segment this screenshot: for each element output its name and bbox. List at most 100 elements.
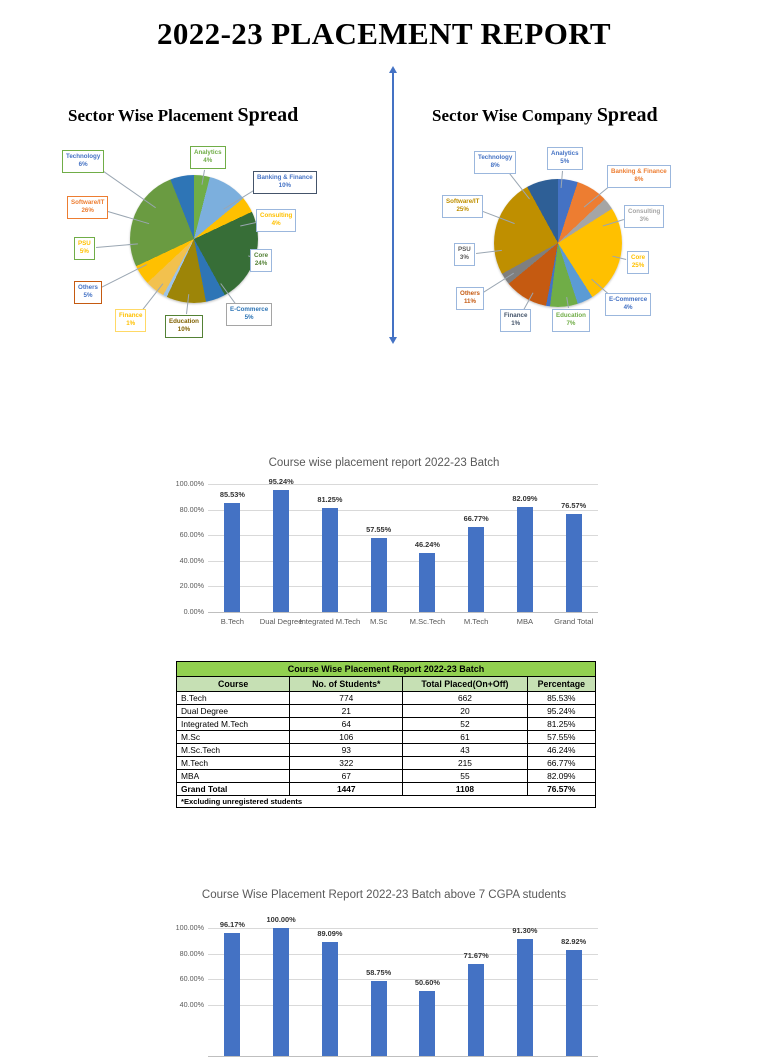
pie-2-label-education: Education 7% (552, 309, 590, 332)
label-leader-line (100, 168, 157, 209)
pie-2-label-analytics: Analytics 5% (547, 147, 583, 170)
label-category: Education (556, 312, 586, 319)
right-section-heading-big: Spread (596, 104, 658, 126)
table-cell: 1447 (289, 782, 404, 796)
label-value: 11% (463, 298, 476, 306)
label-leader-line (101, 263, 148, 288)
y-axis-tick-label: 40.00% (179, 999, 204, 1009)
label-value: 4% (203, 157, 213, 165)
bar-value-label: 85.53% (219, 489, 245, 499)
table-cell: Grand Total (175, 782, 291, 796)
chart-2-plot-area: 100.00% 80.00% 60.00% 40.00% 96.17% 100.00% 89… (176, 915, 598, 1057)
x-axis-tick-label: B.Tech (220, 617, 244, 626)
bar (273, 490, 290, 612)
pie-1-label-consulting: Consulting 4% (256, 209, 297, 232)
table-row: M.Tech 322 215 66.77% (175, 756, 597, 770)
table-row: Integrated M.Tech 64 52 81.25% (175, 717, 597, 731)
y-axis-tick-label: 100.00% (175, 923, 204, 932)
bar (565, 949, 582, 1056)
pie-2-label-core: Core 25% (627, 251, 650, 274)
table-cell: 46.24% (526, 743, 597, 757)
pie-1-label-banking-finance: Banking & Finance 10% (253, 171, 317, 194)
bar-value-label: 81.25% (317, 495, 343, 504)
table-cell: M.Sc (175, 730, 291, 744)
label-value: 10% (278, 182, 292, 190)
table-cell: 93 (289, 743, 404, 757)
table-cell: 774 (289, 691, 404, 705)
bar (273, 928, 290, 1056)
table-cell: 67 (289, 769, 404, 783)
pie-2-label-finance: Finance 1% (500, 309, 532, 332)
table-row: MBA 67 55 82.09% (175, 769, 597, 783)
pie-1-label-psu: PSU 5% (74, 237, 95, 260)
x-axis-tick-label: Dual Degree (259, 617, 303, 626)
label-category: Consulting (260, 212, 293, 219)
label-category: Consulting (628, 208, 661, 215)
sector-wise-company-pie-chart: Technology 8% Analytics 5% Banking & Finance… (442, 143, 752, 353)
chart-1-title: Course wise placement report 2022-23 Bat… (268, 457, 500, 469)
label-value: 5% (79, 248, 89, 256)
label-value: 7% (566, 320, 576, 328)
label-value: 5% (560, 158, 570, 166)
chart-2-title: Course Wise Placement Report 2022-23 Bat… (201, 889, 567, 901)
right-section-heading: Sector Wise Company Spread (432, 104, 658, 127)
page-title: 2022-23 PLACEMENT REPORT (0, 16, 768, 52)
label-category: PSU (458, 246, 471, 253)
label-value: 24% (254, 260, 268, 268)
pie-2-label-technology: Technology 8% (474, 151, 517, 174)
page-title-text: 2022-23 PLACEMENT REPORT (156, 16, 611, 51)
table-cell: B.Tech (175, 691, 291, 705)
label-category: Technology (478, 154, 513, 161)
table-cell: 43 (402, 743, 528, 757)
bar (565, 514, 582, 612)
table-cell: 95.24% (526, 704, 597, 718)
y-axis-tick-label: 80.00% (179, 948, 204, 958)
left-section-heading: Sector Wise Placement Spread (68, 104, 298, 127)
bar-value-label: 95.24% (268, 477, 294, 487)
gridline (208, 586, 598, 588)
y-axis-tick-label: 60.00% (179, 974, 204, 984)
label-category: Others (78, 284, 98, 291)
table-cell: 66.77% (526, 756, 597, 770)
bar-value-label: 66.77% (463, 513, 489, 523)
label-value: 4% (623, 304, 633, 312)
label-category: Software/IT (71, 199, 105, 206)
table-cell: 85.53% (526, 691, 597, 705)
pie-1-label-software-it: Software/IT 26% (67, 196, 109, 219)
table-cell: 82.09% (526, 769, 597, 783)
label-category: PSU (78, 240, 91, 247)
table-cell: 81.25% (526, 717, 597, 731)
pie-1-label-finance: Finance 1% (115, 309, 147, 332)
gridline (208, 535, 598, 537)
bar-value-label: 89.09% (317, 928, 343, 938)
y-axis-tick-label: 20.00% (179, 581, 204, 591)
bar-value-label: 82.09% (512, 493, 538, 503)
bar-value-label: 50.60% (414, 978, 440, 988)
label-category: Technology (66, 153, 101, 160)
pie-1-label-education: Education 10% (165, 315, 203, 338)
sector-wise-placement-pie-chart: Technology 6% Analytics 4% Banking & Finance… (60, 143, 370, 353)
label-value: 26% (81, 207, 94, 215)
table-row: B.Tech 774 662 85.53% (175, 691, 597, 705)
pie-1-label-others: Others 5% (74, 281, 102, 304)
label-category: Banking & Finance (611, 168, 667, 175)
table-footnote: *Excluding unregistered students (176, 795, 596, 808)
bar-value-label: 76.57% (561, 500, 587, 510)
course-wise-placement-above-7-cgpa-bar-chart: Course Wise Placement Report 2022-23 Bat… (160, 888, 608, 1057)
gridline (208, 509, 598, 511)
label-category: Others (460, 290, 480, 297)
gridline (208, 484, 598, 485)
table-cell: 61 (402, 730, 528, 744)
bar-value-label: 57.55% (366, 525, 392, 535)
label-category: Finance (119, 312, 143, 319)
pie-2-label-others: Others 11% (456, 287, 484, 310)
label-category: Software/IT (446, 198, 480, 205)
table-cell: 215 (402, 756, 528, 770)
table-cell: 64 (289, 717, 404, 731)
label-value: 1% (126, 320, 136, 328)
pie-1-label-e-commerce: E-Commerce 5% (226, 303, 273, 326)
table-cell: M.Sc.Tech (175, 743, 291, 757)
table-cell: 106 (289, 730, 404, 744)
label-value: 4% (271, 220, 281, 228)
pie-1-label-core: Core 24% (250, 249, 273, 272)
